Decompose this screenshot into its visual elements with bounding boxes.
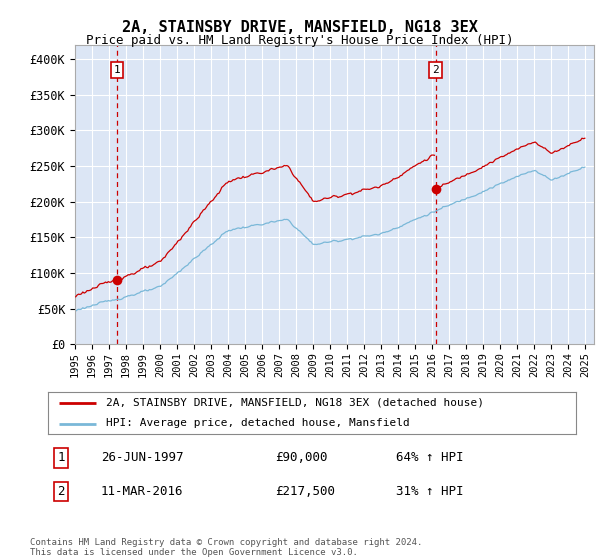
- Text: 2A, STAINSBY DRIVE, MANSFIELD, NG18 3EX: 2A, STAINSBY DRIVE, MANSFIELD, NG18 3EX: [122, 20, 478, 35]
- Text: 2: 2: [432, 65, 439, 75]
- Text: Price paid vs. HM Land Registry's House Price Index (HPI): Price paid vs. HM Land Registry's House …: [86, 34, 514, 46]
- Text: 1: 1: [114, 65, 121, 75]
- Text: 31% ↑ HPI: 31% ↑ HPI: [397, 485, 464, 498]
- Text: £90,000: £90,000: [275, 451, 328, 464]
- Text: 26-JUN-1997: 26-JUN-1997: [101, 451, 184, 464]
- Text: 11-MAR-2016: 11-MAR-2016: [101, 485, 184, 498]
- Text: HPI: Average price, detached house, Mansfield: HPI: Average price, detached house, Mans…: [106, 418, 410, 428]
- Text: 2: 2: [58, 485, 65, 498]
- Text: 64% ↑ HPI: 64% ↑ HPI: [397, 451, 464, 464]
- Text: Contains HM Land Registry data © Crown copyright and database right 2024.
This d: Contains HM Land Registry data © Crown c…: [30, 538, 422, 557]
- Text: 1: 1: [58, 451, 65, 464]
- Text: 2A, STAINSBY DRIVE, MANSFIELD, NG18 3EX (detached house): 2A, STAINSBY DRIVE, MANSFIELD, NG18 3EX …: [106, 398, 484, 408]
- Text: £217,500: £217,500: [275, 485, 335, 498]
